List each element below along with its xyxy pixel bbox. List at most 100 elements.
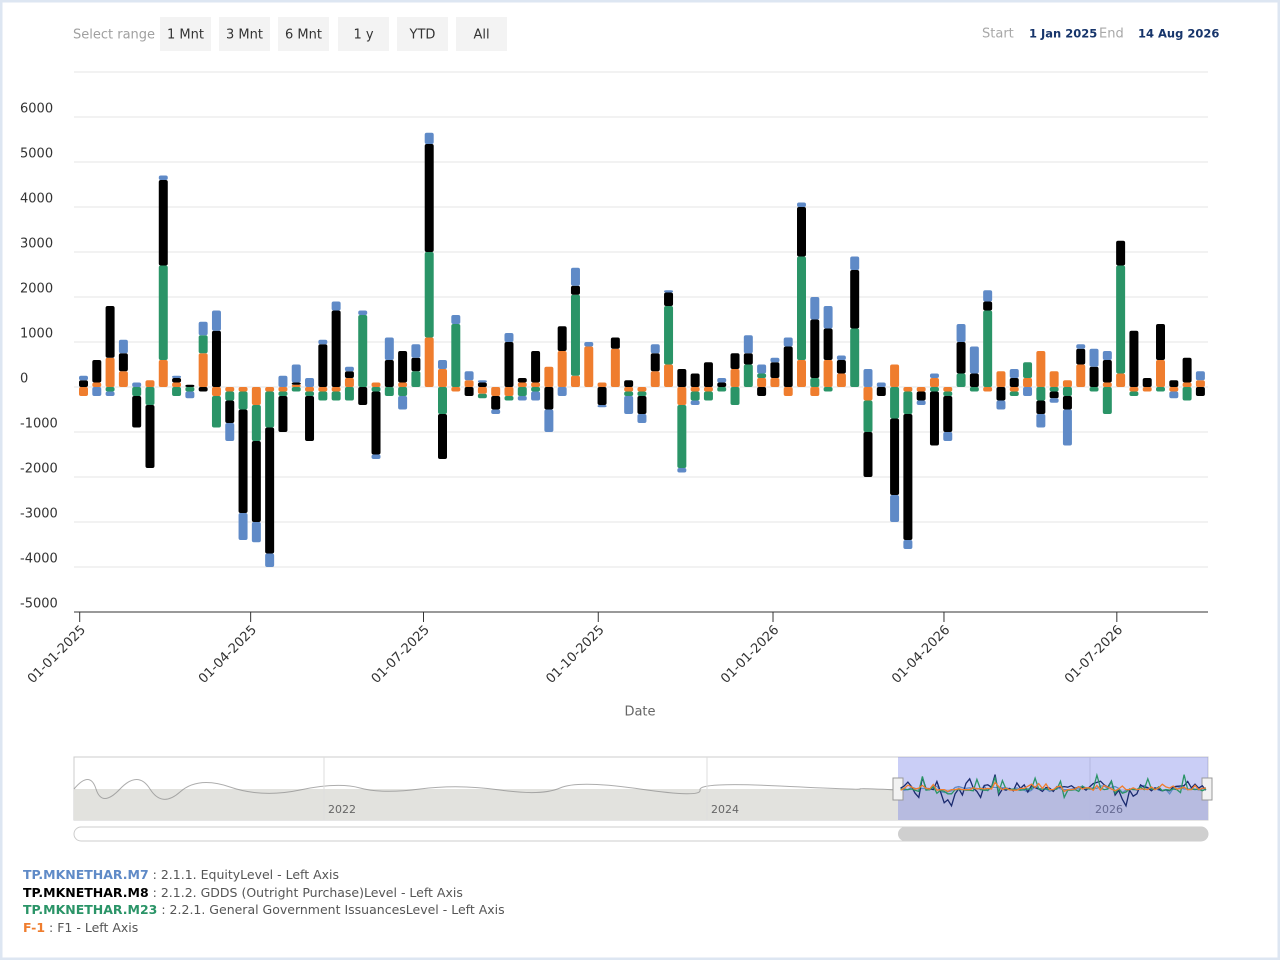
bar-segment xyxy=(876,387,886,396)
range-button-label[interactable]: 1 Mnt xyxy=(167,28,204,43)
range-button[interactable] xyxy=(456,17,507,51)
bar-segment xyxy=(650,371,660,387)
bar-segment xyxy=(211,310,221,331)
bar-segment xyxy=(983,301,993,311)
range-button-label[interactable]: 1 y xyxy=(353,28,373,43)
bar-segment xyxy=(956,324,966,342)
bar-segment xyxy=(1023,362,1033,378)
legend-item[interactable]: TP.MKNETHAR.M23: 2.2.1. General Governme… xyxy=(23,902,505,917)
range-button-label[interactable]: 3 Mnt xyxy=(226,28,263,43)
bar-segment xyxy=(504,333,514,342)
y-tick-label: 0 xyxy=(20,372,28,387)
bar-segment xyxy=(318,391,328,401)
bar-segment xyxy=(225,400,235,423)
bar-segment xyxy=(637,391,647,396)
range-button[interactable] xyxy=(160,17,211,51)
bar-segment xyxy=(132,387,142,396)
bar-segment xyxy=(118,339,128,354)
bar-segment xyxy=(464,371,474,381)
bar-segment xyxy=(451,387,461,392)
range-button[interactable] xyxy=(278,17,329,51)
bar-segment xyxy=(92,387,102,396)
y-tick-label: 3000 xyxy=(20,237,53,252)
bar-segment xyxy=(517,387,527,396)
bar-segment xyxy=(305,378,315,387)
bar-segment xyxy=(916,391,926,401)
range-button-label[interactable]: YTD xyxy=(409,28,436,43)
bar-segment xyxy=(836,373,846,387)
bar-segment xyxy=(570,375,580,387)
start-date[interactable]: 1 Jan 2025 xyxy=(1029,27,1097,41)
bar-segment xyxy=(664,290,674,293)
bar-segment xyxy=(929,391,939,446)
legend-item[interactable]: TP.MKNETHAR.M7: 2.1.1. EquityLevel - Lef… xyxy=(23,867,339,882)
bar-segment xyxy=(863,432,873,477)
bar-segment xyxy=(318,339,328,345)
bar-segment xyxy=(836,360,846,374)
bar-segment xyxy=(291,387,301,392)
bar-segment xyxy=(1182,382,1192,387)
bar-segment xyxy=(344,366,354,372)
navigator-mask[interactable] xyxy=(898,757,1208,820)
bar-segment xyxy=(1036,387,1046,401)
bar-segment xyxy=(1009,391,1019,396)
bar-segment xyxy=(477,380,487,383)
bar-segment xyxy=(158,360,168,387)
bar-segment xyxy=(1049,391,1059,399)
end-date[interactable]: 14 Aug 2026 xyxy=(1138,27,1219,41)
range-button-label[interactable]: All xyxy=(473,28,489,43)
bar-segment xyxy=(198,387,208,392)
legend-code[interactable]: TP.MKNETHAR.M7 xyxy=(23,867,149,882)
bar-segment xyxy=(1142,387,1152,392)
range-button[interactable] xyxy=(338,17,389,51)
bar-segment xyxy=(331,391,341,401)
bar-segment xyxy=(544,387,554,410)
bar-segment xyxy=(916,387,926,392)
legend-item[interactable]: F-1 : F1 - Left Axis xyxy=(23,920,138,935)
bar-segment xyxy=(172,387,182,396)
bar-segment xyxy=(371,454,381,459)
bar-segment xyxy=(358,315,368,387)
bar-segment xyxy=(703,391,713,401)
bar-segment xyxy=(145,405,155,468)
legend-description: : F1 - Left Axis xyxy=(49,920,138,935)
bar-segment xyxy=(265,427,275,554)
legend-code[interactable]: TP.MKNETHAR.M8 xyxy=(23,885,149,900)
bar-segment xyxy=(717,378,727,383)
bar-segment xyxy=(451,324,461,387)
bar-segment xyxy=(610,337,620,349)
bar-segment xyxy=(1116,373,1126,387)
y-tick-label: 1000 xyxy=(20,327,53,342)
range-button-label[interactable]: 6 Mnt xyxy=(285,28,322,43)
y-tick-label: 6000 xyxy=(20,102,53,117)
bar-segment xyxy=(251,441,261,522)
bar-segment xyxy=(238,409,248,513)
bar-segment xyxy=(1169,380,1179,387)
bar-segment xyxy=(1076,364,1086,387)
scrollbar-thumb[interactable] xyxy=(898,827,1208,841)
bar-segment xyxy=(717,387,727,392)
bar-segment xyxy=(983,290,993,302)
bar-segment xyxy=(610,348,620,387)
bar-segment xyxy=(251,405,261,441)
bar-segment xyxy=(969,387,979,392)
legend-code[interactable]: F-1 xyxy=(23,920,45,935)
bar-segment xyxy=(398,396,408,410)
legend-code[interactable]: TP.MKNETHAR.M23 xyxy=(23,902,157,917)
bar-segment xyxy=(1049,387,1059,392)
range-button[interactable] xyxy=(397,17,448,51)
legend-item[interactable]: TP.MKNETHAR.M8: 2.1.2. GDDS (Outright Pu… xyxy=(23,885,463,900)
bar-segment xyxy=(424,132,434,144)
bar-segment xyxy=(637,387,647,392)
bar-segment xyxy=(198,353,208,387)
bar-segment xyxy=(158,175,168,180)
bar-segment xyxy=(517,378,527,383)
bar-segment xyxy=(903,391,913,414)
bar-segment xyxy=(544,409,554,432)
range-button[interactable] xyxy=(219,17,270,51)
bar-segment xyxy=(238,391,248,410)
bar-segment xyxy=(1089,387,1099,392)
bar-segment xyxy=(810,297,820,320)
bar-segment xyxy=(1195,380,1205,387)
